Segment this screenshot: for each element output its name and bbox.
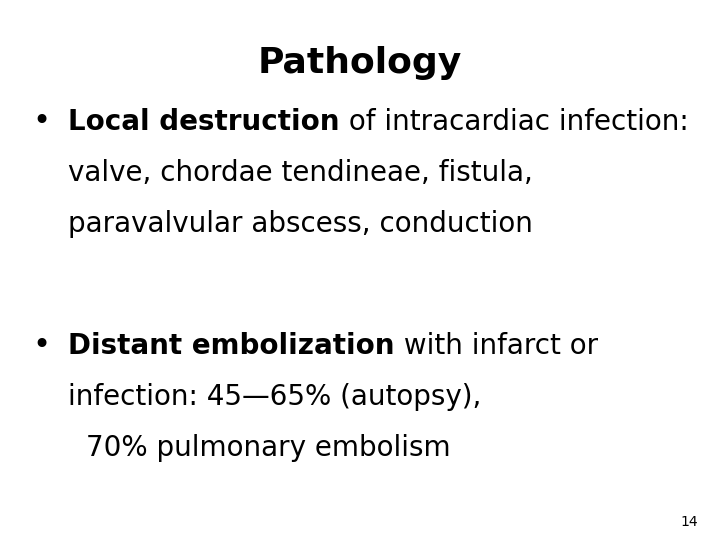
Text: Pathology: Pathology [258, 46, 462, 80]
Text: 70% pulmonary embolism: 70% pulmonary embolism [86, 434, 451, 462]
Text: with infarct or: with infarct or [395, 332, 598, 360]
Text: •: • [32, 107, 50, 136]
Text: Distant embolization: Distant embolization [68, 332, 395, 360]
Text: valve, chordae tendineae, fistula,: valve, chordae tendineae, fistula, [68, 159, 534, 187]
Text: Local destruction: Local destruction [68, 107, 340, 136]
Text: infection: 45—65% (autopsy),: infection: 45—65% (autopsy), [68, 383, 482, 411]
Text: •: • [32, 331, 50, 360]
Text: of intracardiac infection:: of intracardiac infection: [340, 107, 688, 136]
Text: paravalvular abscess, conduction: paravalvular abscess, conduction [68, 210, 534, 238]
Text: 14: 14 [681, 515, 698, 529]
